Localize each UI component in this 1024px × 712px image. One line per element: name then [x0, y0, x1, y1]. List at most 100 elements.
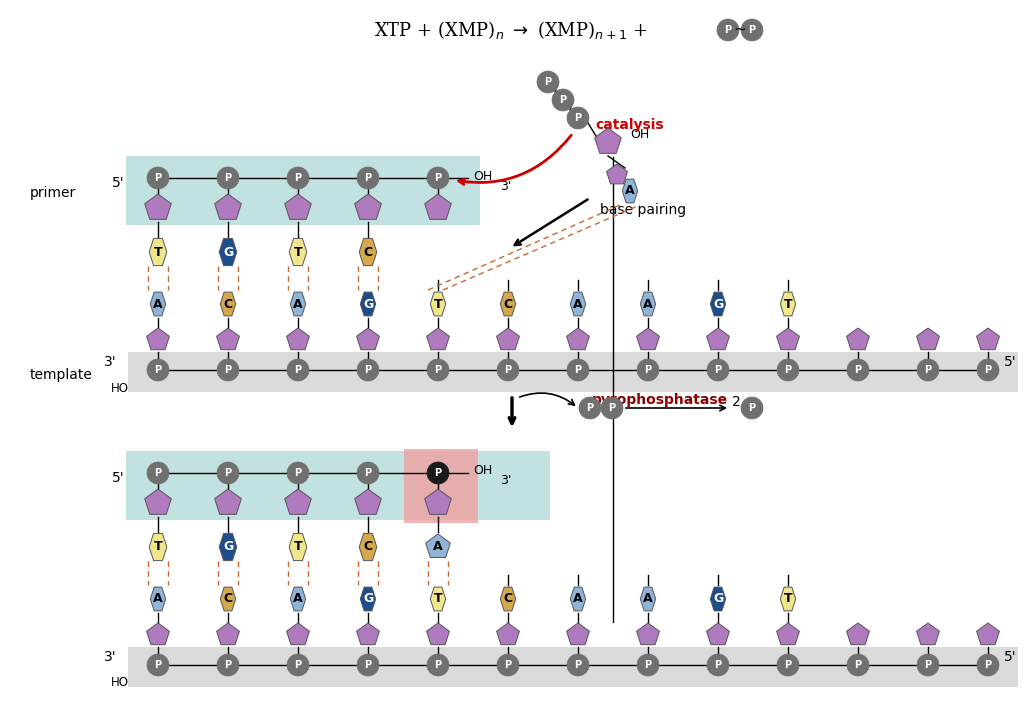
Circle shape — [147, 359, 169, 381]
Circle shape — [637, 654, 659, 676]
Text: 3': 3' — [103, 650, 117, 664]
FancyBboxPatch shape — [126, 156, 480, 225]
Circle shape — [637, 359, 659, 381]
FancyBboxPatch shape — [128, 647, 1018, 687]
Circle shape — [707, 654, 729, 676]
Text: P: P — [295, 365, 301, 375]
Text: C: C — [223, 298, 232, 310]
Circle shape — [707, 359, 729, 381]
Polygon shape — [150, 239, 167, 266]
Polygon shape — [427, 623, 450, 644]
Text: P: P — [224, 468, 231, 478]
Text: T: T — [434, 592, 442, 605]
Text: A: A — [154, 592, 163, 605]
Text: P: P — [574, 660, 582, 670]
Polygon shape — [497, 328, 519, 350]
Polygon shape — [287, 623, 309, 644]
Polygon shape — [354, 489, 381, 514]
Polygon shape — [977, 623, 999, 644]
Text: P: P — [224, 660, 231, 670]
Circle shape — [567, 107, 589, 129]
Text: base pairing: base pairing — [600, 203, 686, 217]
Text: P: P — [559, 95, 566, 105]
FancyBboxPatch shape — [128, 352, 1018, 392]
Polygon shape — [977, 328, 999, 350]
Circle shape — [357, 462, 379, 484]
Circle shape — [977, 359, 999, 381]
Circle shape — [287, 654, 309, 676]
Polygon shape — [220, 292, 236, 316]
Circle shape — [287, 167, 309, 189]
Text: pyrophosphatase: pyrophosphatase — [592, 393, 728, 407]
Circle shape — [217, 654, 239, 676]
Text: OH: OH — [473, 464, 493, 478]
Text: P: P — [784, 660, 792, 670]
Polygon shape — [847, 328, 869, 350]
Text: T: T — [783, 592, 793, 605]
Text: A: A — [573, 298, 583, 310]
Circle shape — [287, 359, 309, 381]
Polygon shape — [497, 623, 519, 644]
Polygon shape — [425, 489, 452, 514]
Text: 5': 5' — [112, 471, 124, 485]
Text: 3': 3' — [500, 179, 511, 192]
Polygon shape — [144, 489, 171, 514]
Circle shape — [147, 654, 169, 676]
Polygon shape — [144, 194, 171, 219]
Polygon shape — [360, 587, 376, 611]
Circle shape — [977, 654, 999, 676]
Text: A: A — [433, 540, 442, 553]
Text: A: A — [626, 184, 635, 197]
Text: A: A — [293, 592, 303, 605]
Text: C: C — [364, 540, 373, 553]
Text: P: P — [224, 173, 231, 183]
Text: P: P — [574, 113, 582, 123]
Polygon shape — [150, 533, 167, 560]
Polygon shape — [501, 587, 516, 611]
Polygon shape — [427, 328, 450, 350]
Text: primer: primer — [30, 186, 76, 200]
Polygon shape — [501, 292, 516, 316]
Text: P: P — [715, 365, 722, 375]
Polygon shape — [916, 623, 939, 644]
Text: T: T — [434, 298, 442, 310]
Circle shape — [357, 167, 379, 189]
Text: P: P — [925, 365, 932, 375]
Polygon shape — [354, 194, 381, 219]
Text: P: P — [365, 365, 372, 375]
Text: 5': 5' — [112, 176, 124, 190]
Circle shape — [918, 359, 939, 381]
Text: T: T — [294, 540, 302, 553]
Text: P: P — [434, 365, 441, 375]
Circle shape — [537, 71, 559, 93]
Text: G: G — [362, 592, 373, 605]
Polygon shape — [640, 292, 655, 316]
Circle shape — [847, 359, 869, 381]
Text: P: P — [587, 403, 594, 413]
Text: G: G — [223, 246, 233, 258]
Circle shape — [427, 462, 449, 484]
Polygon shape — [426, 534, 451, 557]
Text: P: P — [365, 468, 372, 478]
Text: P: P — [365, 173, 372, 183]
Polygon shape — [847, 623, 869, 644]
Polygon shape — [356, 328, 380, 350]
Circle shape — [847, 654, 869, 676]
Text: OH: OH — [473, 169, 493, 182]
Text: G: G — [362, 298, 373, 310]
Text: T: T — [154, 540, 163, 553]
Polygon shape — [215, 489, 242, 514]
Circle shape — [217, 167, 239, 189]
Text: T: T — [783, 298, 793, 310]
Circle shape — [357, 359, 379, 381]
FancyBboxPatch shape — [404, 449, 478, 523]
Text: P: P — [749, 403, 756, 413]
Circle shape — [427, 167, 449, 189]
Text: XTP + (XMP)$_n$ $\rightarrow$ (XMP)$_{n+1}$ +: XTP + (XMP)$_n$ $\rightarrow$ (XMP)$_{n+… — [375, 19, 649, 41]
Circle shape — [427, 654, 449, 676]
Circle shape — [777, 654, 799, 676]
Polygon shape — [146, 328, 169, 350]
Polygon shape — [290, 292, 306, 316]
Text: P: P — [155, 660, 162, 670]
Text: A: A — [154, 298, 163, 310]
